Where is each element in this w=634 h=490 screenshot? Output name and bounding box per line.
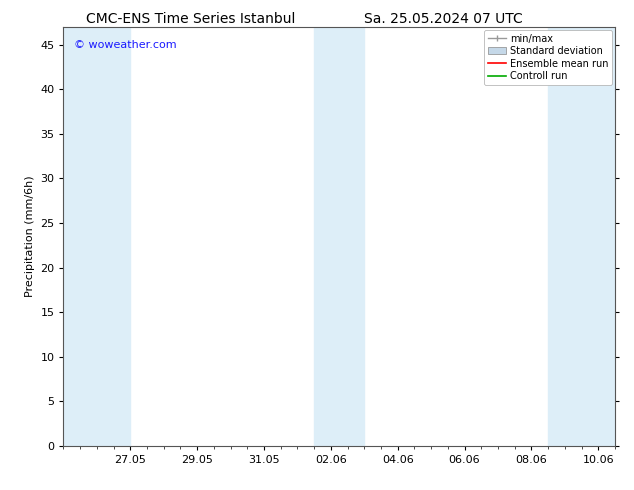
Text: Sa. 25.05.2024 07 UTC: Sa. 25.05.2024 07 UTC (365, 12, 523, 26)
Bar (63, 27, 130, 446)
Bar (548, 27, 615, 446)
Bar (314, 27, 365, 446)
Text: © woweather.com: © woweather.com (74, 40, 177, 49)
Legend: min/max, Standard deviation, Ensemble mean run, Controll run: min/max, Standard deviation, Ensemble me… (484, 30, 612, 85)
Text: CMC-ENS Time Series Istanbul: CMC-ENS Time Series Istanbul (86, 12, 295, 26)
Y-axis label: Precipitation (mm/6h): Precipitation (mm/6h) (25, 175, 35, 297)
